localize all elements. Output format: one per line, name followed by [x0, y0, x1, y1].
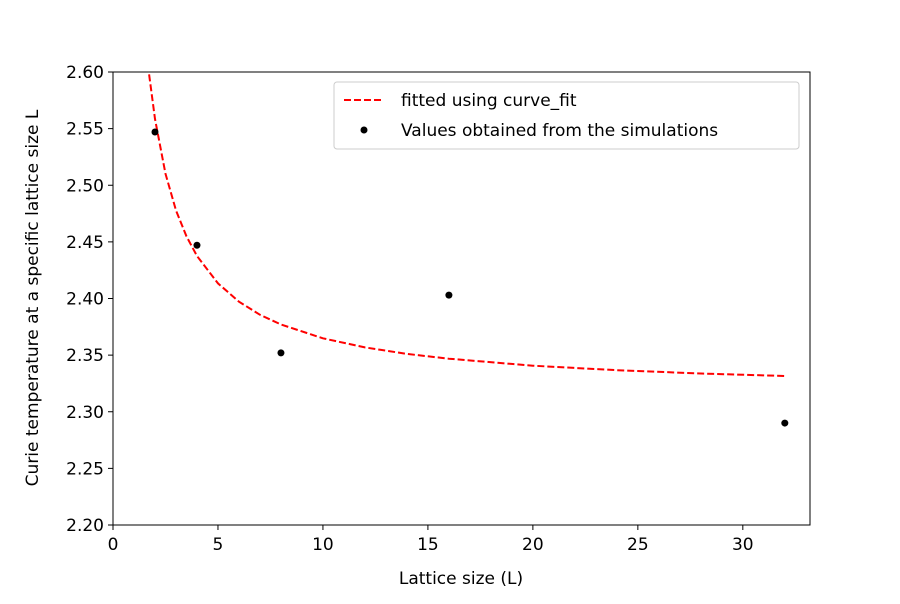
x-tick-label: 15: [417, 535, 439, 555]
simulation-point: [781, 419, 789, 427]
x-tick-label: 30: [732, 535, 754, 555]
y-tick-label: 2.20: [66, 516, 104, 536]
y-tick-label: 2.40: [66, 290, 104, 310]
y-axis-label: Curie temperature at a specific lattice …: [23, 109, 43, 486]
y-tick-label: 2.55: [66, 120, 104, 140]
x-axis-label: Lattice size (L): [399, 569, 523, 589]
y-tick-label: 2.30: [66, 403, 104, 423]
y-tick-label: 2.50: [66, 176, 104, 196]
legend-label-fit: fitted using curve_fit: [401, 91, 577, 111]
fit-curve-line: [148, 74, 785, 377]
simulation-point: [151, 128, 159, 136]
plot-frame: [112, 71, 811, 526]
x-tick-label: 10: [312, 535, 334, 555]
y-tick-label: 2.60: [66, 63, 104, 83]
simulation-point: [277, 349, 285, 357]
legend: fitted using curve_fit Values obtained f…: [333, 81, 800, 150]
y-tick-label: 2.35: [66, 346, 104, 366]
y-tick-label: 2.25: [66, 459, 104, 479]
axis-ticks: 0 5 10 15 20 25 30 2.20 2.25 2.30 2.35 2.40 2.45 2.50…: [66, 63, 753, 555]
x-tick-label: 0: [108, 535, 119, 555]
x-tick-label: 5: [213, 535, 224, 555]
legend-label-simulations: Values obtained from the simulations: [401, 121, 718, 141]
simulation-point: [193, 241, 201, 249]
chart-marks: [148, 74, 789, 427]
x-tick-label: 20: [522, 535, 544, 555]
legend-marker-swatch: [360, 126, 368, 134]
legend-box: [333, 81, 800, 150]
x-tick-label: 25: [627, 535, 649, 555]
y-tick-label: 2.45: [66, 233, 104, 253]
simulation-point: [445, 291, 453, 299]
